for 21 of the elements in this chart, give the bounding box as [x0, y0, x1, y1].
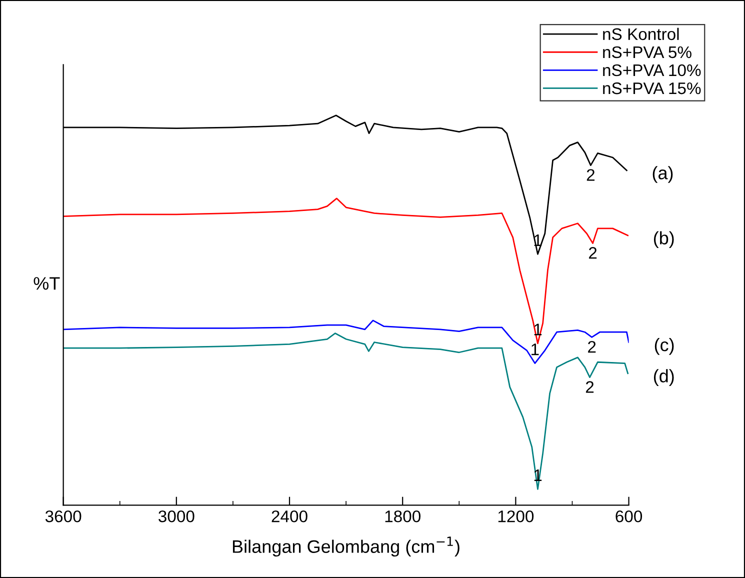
annotation: 2 [586, 169, 595, 181]
x-tick-label: 2400 [272, 510, 308, 522]
legend-label: nS Kontrol [603, 28, 679, 40]
annotation: (a) [652, 166, 673, 183]
x-tick-label: 1200 [498, 510, 534, 522]
x-tick-label: 600 [616, 510, 642, 522]
x-tick-label: 1800 [385, 510, 420, 522]
annotation: 2 [586, 381, 594, 393]
legend-label: nS+PVA 10% [603, 64, 701, 76]
annotation: 1 [532, 344, 539, 356]
y-axis-title: %T [34, 277, 60, 290]
x-tick-label: 3600 [45, 510, 82, 522]
annotation: (b) [654, 231, 674, 248]
annotation: (c) [654, 338, 674, 355]
annotation: (d) [654, 369, 674, 386]
legend-label: nS+PVA 15% [603, 82, 701, 94]
annotation: 2 [588, 247, 597, 259]
x-tick-label: 3000 [158, 510, 194, 522]
annotation: 2 [588, 340, 596, 353]
legend-label: nS+PVA 5% [603, 46, 692, 58]
x-axis-title: Bilangan Gelombang (cm$^{−1}$) [232, 536, 460, 557]
